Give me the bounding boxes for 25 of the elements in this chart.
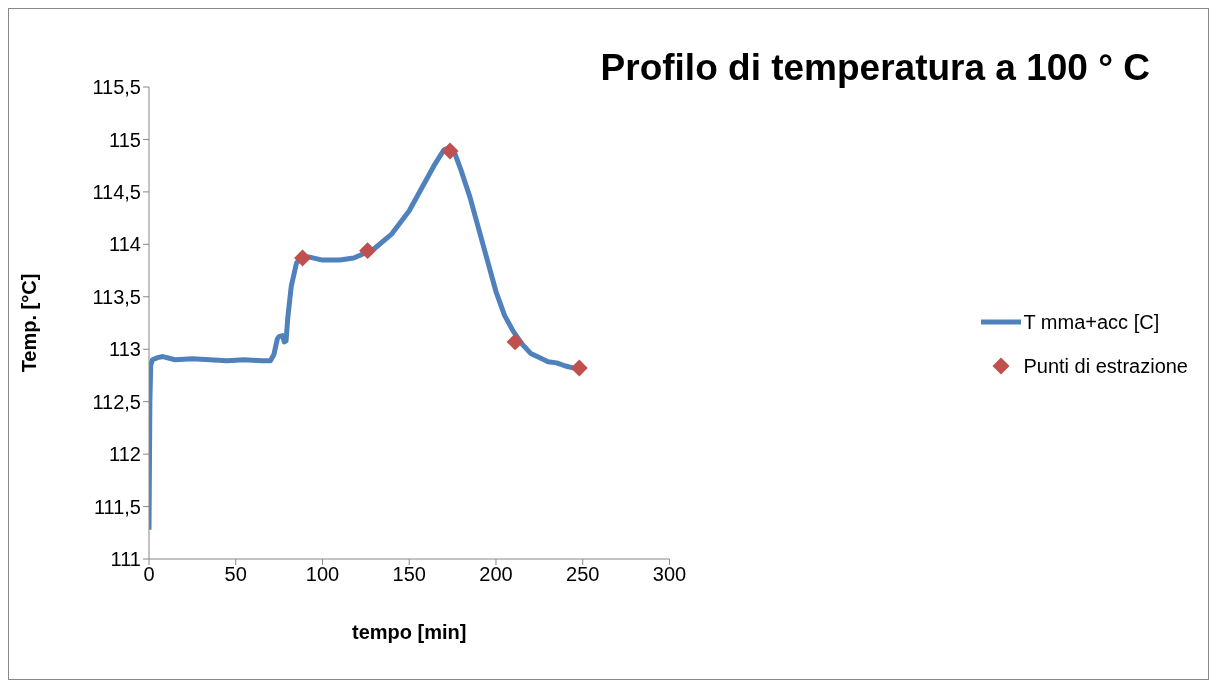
y-tick-label: 115	[109, 128, 141, 151]
x-tick-label: 300	[652, 563, 687, 586]
x-tick-label: 150	[392, 563, 426, 586]
y-axis-title: Temp. [°C]	[18, 273, 41, 373]
y-tick-label: 112,5	[92, 390, 141, 413]
text: Profilo di temperatura a 100 ° C	[600, 47, 1150, 89]
legend-label: Punti di estrazione	[1023, 354, 1188, 378]
y-tick-label: 113	[109, 338, 141, 361]
legend-label: T mma+acc [C]	[1023, 310, 1160, 334]
y-tick-label: 115,5	[92, 76, 141, 99]
y-tick-label: 114	[109, 233, 141, 256]
y-tick-label: 111,5	[93, 495, 141, 518]
y-tick-label: 112	[109, 443, 141, 466]
x-tick-label: 100	[305, 563, 340, 586]
x-tick-label: 250	[566, 563, 600, 586]
point	[359, 242, 377, 260]
x-tick-label: 50	[224, 563, 247, 586]
x-axis-title: tempo [min]	[352, 621, 467, 643]
y-tick-label: 113,5	[92, 285, 141, 308]
y-tick-label: 114,5	[92, 180, 141, 203]
x-tick-label: 0	[143, 563, 155, 586]
y-tick-label: 111	[110, 548, 141, 571]
x-tick-label: 200	[479, 563, 513, 586]
point	[506, 333, 524, 351]
point	[441, 142, 459, 160]
